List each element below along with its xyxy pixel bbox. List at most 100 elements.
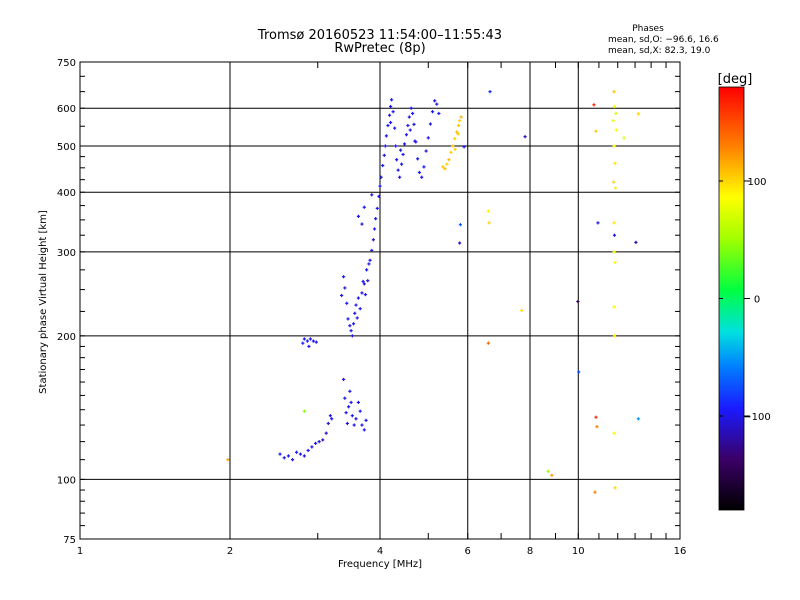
- data-point: [406, 123, 410, 128]
- plot-grid: [80, 62, 680, 539]
- data-point: [305, 339, 310, 343]
- x-tick-label: 10: [572, 546, 585, 557]
- data-point: [308, 337, 313, 341]
- data-point: [361, 279, 365, 284]
- x-tick-label: 1: [77, 546, 83, 557]
- data-point: [370, 248, 374, 253]
- data-point: [348, 324, 352, 328]
- data-point: [348, 389, 352, 393]
- data-point: [612, 104, 617, 109]
- data-point: [278, 452, 282, 456]
- data-point: [330, 417, 334, 421]
- y-tick-label: 750: [57, 58, 76, 69]
- data-point: [399, 148, 403, 152]
- y-tick-label: 100: [57, 475, 76, 486]
- data-point: [290, 458, 295, 462]
- data-point: [345, 301, 349, 305]
- y-tick-label: 600: [57, 104, 76, 115]
- data-point: [356, 296, 360, 300]
- data-point: [351, 322, 356, 326]
- data-point: [306, 448, 310, 453]
- data-point: [613, 186, 618, 190]
- data-point: [487, 221, 491, 225]
- data-point: [412, 122, 416, 126]
- colorbar-tick-label: −100: [743, 412, 770, 423]
- data-point: [341, 377, 346, 382]
- data-point: [458, 223, 463, 227]
- data-point: [326, 421, 330, 426]
- data-point: [612, 250, 616, 254]
- data-point: [294, 450, 299, 454]
- data-point: [456, 132, 460, 136]
- colorbar-tick-label: 0: [754, 295, 760, 306]
- data-point: [634, 240, 638, 244]
- data-point: [614, 111, 618, 116]
- data-point: [422, 165, 426, 169]
- data-point: [378, 184, 382, 188]
- data-point: [486, 209, 490, 213]
- data-point: [371, 238, 376, 242]
- data-point: [424, 149, 428, 153]
- data-point: [394, 144, 398, 148]
- data-point: [356, 214, 360, 218]
- data-point: [317, 440, 321, 444]
- data-point: [370, 193, 374, 197]
- data-point: [453, 147, 457, 151]
- data-point: [592, 103, 596, 107]
- data-point: [596, 221, 600, 225]
- x-tick-label: 8: [527, 546, 533, 557]
- stats-line-o: mean, sd,O: −96.6, 16.6: [608, 35, 719, 45]
- data-point: [358, 307, 362, 311]
- data-point: [401, 152, 405, 157]
- data-point: [612, 180, 616, 184]
- data-point: [367, 262, 371, 266]
- data-point: [307, 344, 311, 349]
- data-point: [362, 428, 366, 432]
- data-point: [363, 293, 368, 297]
- data-point: [410, 111, 415, 116]
- data-point: [375, 206, 379, 210]
- chart-subtitle: RwPretec (8p): [334, 41, 425, 56]
- data-point: [302, 454, 306, 458]
- data-point: [365, 268, 369, 272]
- data-point: [441, 165, 445, 169]
- data-point: [358, 409, 362, 413]
- data-point: [613, 260, 617, 265]
- data-point: [393, 126, 397, 130]
- data-point: [437, 111, 441, 116]
- data-point: [416, 157, 420, 161]
- data-point: [341, 275, 346, 279]
- data-point: [455, 130, 459, 134]
- data-point: [458, 119, 462, 123]
- data-point: [404, 133, 409, 137]
- data-point: [353, 311, 357, 315]
- data-point: [354, 303, 358, 307]
- data-point: [298, 452, 303, 456]
- stats-heading: Phases: [632, 24, 664, 34]
- data-point: [595, 425, 599, 429]
- data-point: [343, 396, 347, 400]
- data-point: [398, 175, 402, 179]
- data-point: [459, 115, 463, 119]
- y-tick-label: 75: [63, 535, 76, 546]
- data-point: [360, 222, 364, 226]
- data-point: [449, 150, 453, 154]
- data-point: [400, 162, 404, 166]
- data-point: [407, 115, 411, 119]
- data-point: [372, 227, 377, 231]
- data-point: [340, 293, 344, 298]
- data-point: [374, 217, 378, 221]
- x-axis-label: Frequency [MHz]: [338, 559, 422, 570]
- data-point: [435, 102, 439, 106]
- colorbar-ticks: 100 0 −100: [719, 177, 771, 423]
- data-point: [360, 423, 364, 427]
- data-point: [310, 445, 314, 449]
- data-point: [356, 400, 360, 405]
- colorbar: [718, 86, 745, 511]
- data-point: [302, 409, 306, 413]
- data-point: [360, 291, 364, 295]
- stats-line-x: mean, sd,X: 82.3, 19.0: [608, 46, 711, 56]
- data-point: [523, 135, 527, 139]
- data-point: [594, 129, 598, 133]
- x-tick-label: 2: [227, 546, 233, 557]
